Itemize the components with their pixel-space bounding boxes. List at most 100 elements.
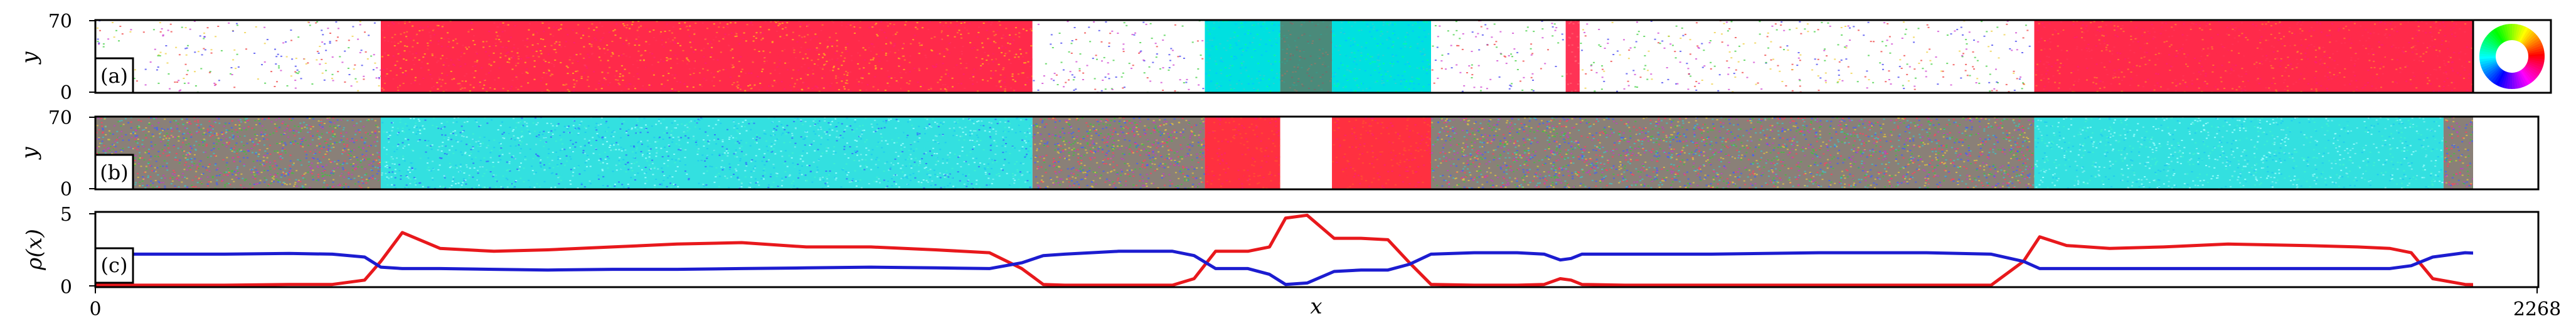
- speck: [325, 50, 327, 51]
- speck: [2091, 52, 2093, 54]
- speck: [1354, 80, 1356, 82]
- speck: [1381, 76, 1384, 77]
- speck: [434, 58, 435, 60]
- speck: [1316, 86, 1317, 88]
- speck: [1084, 32, 1086, 34]
- speck: [2035, 85, 2038, 87]
- speck: [2103, 87, 2105, 88]
- speck: [940, 76, 943, 78]
- speck: [2190, 29, 2193, 31]
- speck: [1027, 61, 1030, 63]
- speck: [553, 43, 556, 45]
- speck: [674, 74, 676, 76]
- speck: [787, 69, 789, 70]
- speck: [2319, 58, 2322, 60]
- speck: [948, 52, 950, 54]
- speck: [2469, 61, 2471, 63]
- speck: [1139, 42, 1142, 43]
- speck: [1532, 90, 1535, 92]
- speck: [1202, 88, 1205, 90]
- speck: [1244, 21, 1247, 23]
- speck: [986, 58, 988, 60]
- speck: [2300, 39, 2302, 41]
- speck: [824, 54, 826, 56]
- speck: [2326, 76, 2329, 78]
- speck: [427, 80, 429, 82]
- speck: [937, 82, 939, 83]
- speck: [386, 88, 388, 90]
- speck: [2060, 26, 2063, 28]
- speck: [2221, 88, 2223, 90]
- speck: [220, 50, 223, 51]
- speck: [996, 23, 999, 24]
- speck: [2442, 45, 2444, 46]
- speck: [2221, 65, 2223, 66]
- speck: [804, 41, 807, 43]
- speck: [515, 63, 518, 65]
- speck: [1319, 76, 1322, 78]
- speck: [1300, 25, 1302, 27]
- speck: [2258, 88, 2260, 90]
- speck: [474, 70, 477, 72]
- speck: [461, 87, 464, 89]
- speck: [189, 28, 191, 30]
- speck: [787, 44, 789, 45]
- speck: [545, 61, 547, 63]
- speck: [814, 85, 817, 87]
- speck: [505, 24, 508, 26]
- speck: [981, 58, 984, 60]
- speck: [511, 48, 514, 50]
- speck: [1583, 31, 1586, 33]
- speck: [1018, 58, 1021, 60]
- speck: [2221, 71, 2223, 73]
- speck: [919, 26, 922, 28]
- speck: [2045, 73, 2048, 75]
- speck: [384, 82, 386, 84]
- speck: [2060, 85, 2062, 87]
- speck: [1373, 28, 1375, 30]
- speck: [375, 77, 378, 79]
- speck: [1353, 52, 1356, 54]
- speck: [2371, 85, 2373, 87]
- speck: [1961, 55, 1964, 56]
- speck: [2161, 26, 2163, 28]
- speck: [2013, 72, 2015, 74]
- speck: [950, 52, 952, 54]
- speck: [560, 90, 562, 92]
- speck: [427, 69, 430, 71]
- speck: [811, 38, 813, 39]
- speck: [625, 85, 627, 87]
- speck: [187, 45, 189, 46]
- speck: [1570, 21, 1572, 23]
- speck: [1570, 73, 1572, 75]
- speck: [1208, 29, 1210, 31]
- speck: [577, 70, 579, 72]
- speck: [2109, 50, 2111, 52]
- speck: [1402, 56, 1404, 58]
- speck: [494, 88, 496, 90]
- speck: [577, 24, 580, 26]
- speck: [588, 36, 590, 38]
- speck: [603, 77, 605, 79]
- speck: [1847, 25, 1850, 27]
- speck: [1319, 58, 1321, 59]
- speck: [2430, 41, 2433, 43]
- speck: [620, 54, 623, 56]
- speck: [2151, 49, 2153, 51]
- speck: [966, 29, 969, 31]
- speck: [1321, 63, 1324, 65]
- speck: [909, 55, 912, 57]
- speck: [2378, 60, 2380, 61]
- speck: [1978, 82, 1981, 84]
- speck: [1324, 78, 1326, 80]
- speck: [2416, 55, 2419, 57]
- speck: [666, 70, 669, 72]
- speck: [853, 26, 856, 28]
- speck: [573, 79, 575, 81]
- speck: [699, 72, 701, 74]
- speck: [307, 21, 309, 23]
- speck: [603, 79, 605, 81]
- speck: [1310, 80, 1312, 82]
- speck: [892, 37, 895, 39]
- speck: [2201, 70, 2204, 71]
